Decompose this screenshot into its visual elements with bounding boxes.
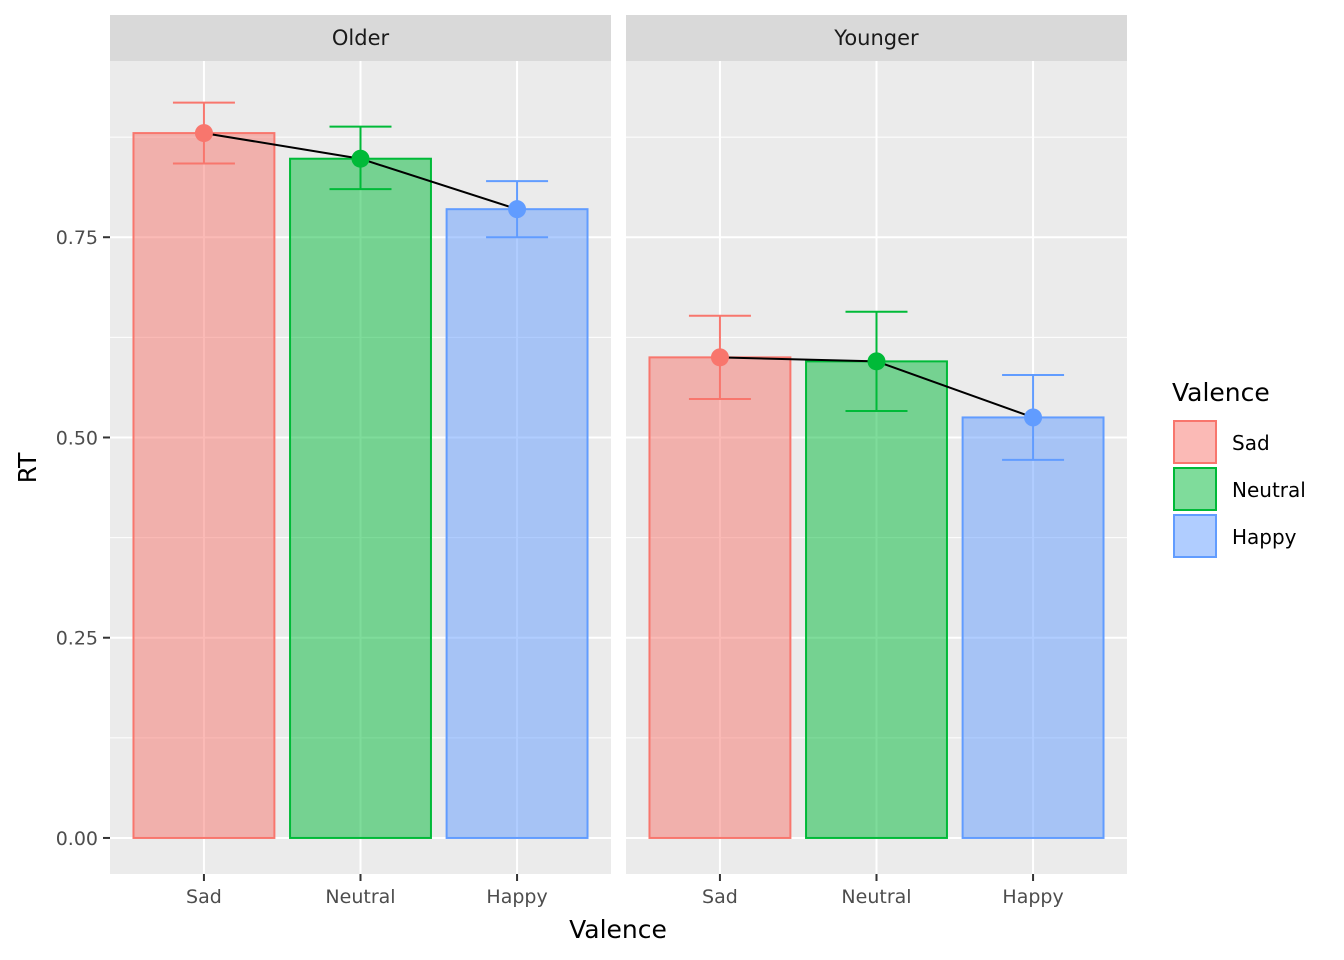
x-tick-label: Happy (1002, 886, 1063, 908)
x-tick-label: Sad (702, 886, 738, 908)
mean-point-neutral (867, 352, 886, 371)
bar-sad (132, 132, 276, 839)
legend-label: Happy (1232, 525, 1297, 549)
mean-point-happy (508, 200, 527, 219)
legend: Valence Sad Neutral Happy (1172, 378, 1306, 558)
bar-neutral (805, 360, 948, 839)
legend-items: Sad Neutral Happy (1173, 420, 1306, 558)
legend-key-happy (1173, 514, 1217, 558)
y-tick-label: 0.75 (56, 227, 98, 249)
mean-point-happy (1024, 408, 1043, 427)
x-tick-label: Happy (486, 886, 547, 908)
mean-point-sad (710, 348, 729, 367)
x-tick-label: Neutral (325, 886, 395, 908)
mean-point-sad (194, 124, 213, 143)
bar-happy (961, 416, 1105, 839)
y-tick-label: 0.00 (56, 828, 98, 850)
facet-strip (626, 15, 1127, 61)
mean-point-neutral (351, 149, 370, 168)
facet-strip (110, 15, 611, 61)
bar-sad (648, 356, 792, 839)
facet-panel-younger: Younger Sad Neutral Happy (626, 15, 1127, 908)
legend-item-happy: Happy (1173, 514, 1297, 558)
y-axis-title: RT (13, 452, 42, 484)
panels-layer: Older Sad Neutral Happy 0.00 0.25 0.50 0.75 Youn… (56, 15, 1127, 908)
legend-key-sad (1173, 420, 1217, 464)
x-tick-label: Sad (186, 886, 222, 908)
x-axis-title: Valence (569, 915, 667, 944)
legend-key-neutral (1173, 467, 1217, 511)
facet-strip-label: Younger (833, 26, 919, 50)
y-tick-label: 0.25 (56, 628, 98, 650)
facet-panel-older: Older Sad Neutral Happy 0.00 0.25 0.50 0.75 (56, 15, 611, 908)
facet-strip-label: Older (332, 26, 390, 50)
bar-neutral (289, 157, 432, 839)
legend-item-neutral: Neutral (1173, 467, 1306, 511)
legend-title: Valence (1172, 378, 1270, 407)
legend-item-sad: Sad (1173, 420, 1270, 464)
y-tick-label: 0.50 (56, 427, 98, 449)
legend-label: Neutral (1232, 478, 1306, 502)
x-tick-label: Neutral (841, 886, 911, 908)
bar-happy (445, 208, 589, 839)
legend-label: Sad (1232, 431, 1270, 455)
